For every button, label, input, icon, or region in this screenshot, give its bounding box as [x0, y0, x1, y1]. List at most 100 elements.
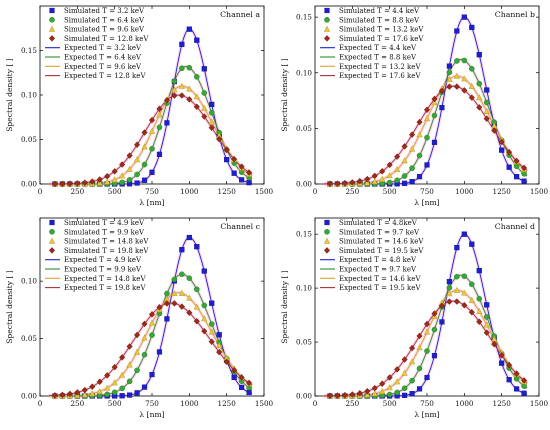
legend-entry: Simulated T = 3.2 keV	[64, 7, 145, 15]
simulated-point-3	[89, 390, 96, 397]
x-tick-label: 250	[70, 187, 84, 196]
simulated-point-4	[223, 358, 230, 366]
legend-entry: Expected T = 6.4 keV	[64, 54, 142, 62]
simulated-point-1	[141, 177, 148, 183]
simulated-point-4	[238, 163, 245, 170]
legend-entry: Expected T = 4.8 keV	[339, 256, 417, 264]
simulated-point-4	[208, 338, 215, 346]
x-tick-label: 1250	[218, 187, 237, 196]
simulated-point-1	[402, 392, 408, 398]
simulated-point-2	[431, 112, 438, 119]
simulated-point-4	[119, 161, 126, 168]
simulated-point-1	[461, 231, 467, 237]
simulated-point-1	[186, 26, 192, 32]
y-tick-label: 0.15	[296, 13, 312, 22]
simulated-point-4	[379, 380, 386, 387]
simulated-point-4	[394, 153, 401, 160]
simulated-point-4	[141, 320, 148, 328]
legend-entry: Expected T = 8.8 keV	[339, 54, 417, 62]
legend-marker	[323, 237, 331, 244]
simulated-point-2	[476, 295, 483, 302]
y-axis-label: Spectral density [ ]	[5, 270, 14, 344]
simulated-point-3	[208, 118, 215, 125]
simulated-point-3	[416, 131, 423, 138]
y-tick-label: 0.10	[296, 284, 312, 293]
series-layer	[48, 234, 253, 399]
simulated-point-3	[483, 321, 490, 328]
simulated-point-3	[96, 388, 103, 395]
legend-entry: Expected T = 3.2 keV	[64, 44, 142, 52]
simulated-point-3	[416, 344, 423, 351]
simulated-point-2	[386, 391, 393, 398]
simulated-point-4	[186, 309, 193, 317]
legend-entry: Expected T = 19.8 keV	[64, 284, 146, 292]
simulated-point-1	[209, 300, 215, 306]
simulated-point-1	[439, 104, 445, 111]
simulated-point-2	[468, 281, 475, 288]
simulated-point-2	[208, 109, 215, 116]
simulated-point-4	[89, 383, 96, 390]
simulated-point-3	[364, 179, 371, 186]
x-tick-label: 0	[38, 187, 43, 196]
simulated-point-4	[334, 180, 341, 187]
chart-panel-1: 0 250 500 750 1000 1250 1500 0.00 0.05 0.10 0.15 λ …	[5, 5, 274, 207]
simulated-point-2	[431, 326, 438, 333]
simulated-point-3	[201, 104, 208, 111]
simulated-point-3	[126, 165, 133, 172]
x-axis-label: λ [nm]	[139, 198, 164, 207]
simulated-point-4	[133, 331, 141, 339]
simulated-point-4	[364, 387, 371, 395]
expected-halo-1	[48, 27, 253, 186]
legend-marker	[48, 237, 56, 244]
simulated-point-4	[231, 155, 238, 163]
simulated-point-2	[201, 90, 208, 96]
simulated-point-4	[96, 378, 103, 386]
series-layer	[48, 26, 253, 188]
legend-marker	[323, 247, 331, 254]
simulated-point-4	[216, 348, 223, 356]
simulated-point-4	[178, 303, 185, 310]
legend-marker	[49, 16, 55, 23]
simulated-point-1	[216, 332, 222, 338]
legend-entry: Simulated T = 6.4 keV	[64, 16, 145, 24]
simulated-point-2	[401, 173, 408, 179]
simulated-point-2	[513, 375, 520, 382]
legend-entry: Simulated T = 8.8 keV	[339, 16, 420, 24]
simulated-point-4	[506, 361, 513, 369]
simulated-point-4	[119, 354, 126, 361]
x-tick-label: 750	[145, 187, 159, 196]
simulated-point-1	[149, 169, 155, 175]
simulated-point-4	[208, 124, 215, 132]
simulated-point-2	[476, 80, 483, 87]
simulated-point-3	[126, 361, 133, 368]
simulated-point-1	[461, 14, 467, 20]
simulated-point-3	[446, 75, 453, 83]
legend-entry: Expected T = 9.7 keV	[339, 266, 417, 274]
simulated-point-4	[245, 169, 253, 176]
y-axis-label: Spectral density [ ]	[280, 58, 289, 132]
simulated-point-4	[468, 308, 475, 316]
simulated-point-1	[149, 371, 155, 378]
simulated-point-1	[499, 360, 505, 366]
simulated-point-4	[371, 172, 378, 180]
simulated-point-1	[186, 234, 192, 241]
simulated-point-4	[468, 94, 475, 101]
simulated-point-4	[386, 374, 393, 381]
simulated-point-4	[491, 340, 498, 348]
simulated-point-2	[483, 99, 490, 106]
simulated-point-4	[51, 392, 59, 399]
simulated-point-4	[416, 332, 423, 340]
simulated-point-2	[454, 273, 460, 280]
simulated-point-2	[193, 286, 200, 293]
simulated-point-2	[394, 389, 400, 396]
simulated-point-4	[408, 131, 416, 138]
simulated-point-1	[469, 241, 475, 247]
simulated-point-4	[364, 175, 371, 183]
legend-marker	[49, 219, 55, 226]
simulated-point-3	[379, 175, 386, 182]
simulated-point-4	[193, 103, 200, 111]
y-axis-label: Spectral density [ ]	[5, 58, 14, 132]
simulated-point-2	[164, 290, 170, 297]
simulated-point-4	[133, 141, 141, 149]
